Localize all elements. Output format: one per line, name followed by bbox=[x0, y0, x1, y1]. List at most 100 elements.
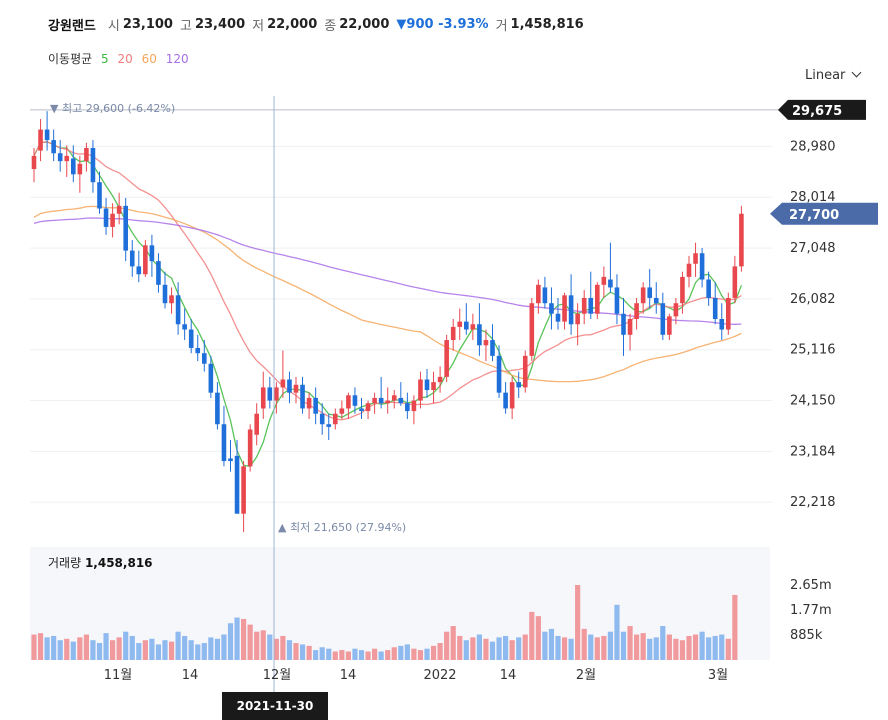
candle bbox=[254, 403, 259, 446]
candle bbox=[129, 240, 135, 277]
x-tick-label: 11월 bbox=[104, 668, 133, 683]
candle bbox=[84, 142, 89, 172]
candle bbox=[653, 282, 659, 314]
candle bbox=[555, 297, 561, 330]
candle-body bbox=[634, 303, 639, 319]
candle-body bbox=[621, 313, 626, 335]
candle bbox=[44, 111, 50, 151]
candle bbox=[110, 203, 115, 238]
volume-bar bbox=[470, 637, 476, 660]
candle-body bbox=[215, 392, 220, 425]
candle bbox=[215, 382, 220, 430]
volume-bar bbox=[568, 638, 574, 660]
candle bbox=[575, 303, 580, 346]
candle-body bbox=[129, 250, 135, 267]
candle bbox=[483, 329, 489, 362]
volume-bar bbox=[64, 638, 70, 660]
candle-body bbox=[162, 284, 168, 304]
volume-bar bbox=[588, 634, 594, 660]
volume-bar bbox=[247, 624, 253, 660]
candle bbox=[634, 297, 639, 330]
volume-bar bbox=[116, 637, 122, 660]
candle-body bbox=[274, 387, 279, 401]
volume-bar bbox=[391, 647, 397, 660]
volume-value: 1,458,816 bbox=[510, 16, 584, 32]
candle-body bbox=[398, 397, 404, 404]
candle bbox=[103, 197, 109, 235]
volume-bar bbox=[561, 637, 568, 660]
candle-body bbox=[195, 347, 201, 354]
y-tick-label: 24,150 bbox=[790, 394, 836, 409]
candle-body bbox=[339, 408, 345, 414]
y-tick-label: 28,014 bbox=[790, 190, 836, 205]
candle-body bbox=[712, 297, 718, 319]
volume-bar bbox=[555, 635, 561, 660]
candle bbox=[614, 274, 620, 325]
candle bbox=[267, 376, 273, 409]
candle-body bbox=[680, 276, 685, 304]
candle bbox=[195, 334, 201, 362]
candle bbox=[143, 240, 148, 277]
volume-bar bbox=[90, 640, 96, 660]
candle bbox=[116, 192, 122, 225]
volume-bar bbox=[208, 637, 214, 660]
candle bbox=[247, 424, 253, 472]
candle bbox=[588, 271, 594, 319]
volume-bar bbox=[306, 645, 312, 660]
candle-body bbox=[182, 324, 187, 330]
candle bbox=[162, 271, 168, 309]
candle-body bbox=[280, 379, 286, 388]
candle bbox=[306, 392, 312, 419]
volume-bar bbox=[326, 648, 332, 660]
candle bbox=[431, 371, 436, 404]
candle-body bbox=[267, 387, 273, 401]
candle bbox=[175, 282, 181, 335]
high-marker: ▼ 최고 29,600 (-6.42%) bbox=[50, 102, 175, 115]
volume-bar bbox=[313, 650, 319, 660]
candle-body bbox=[44, 129, 50, 141]
candle-body bbox=[470, 324, 476, 330]
volume-bar bbox=[319, 647, 325, 660]
volume-bar bbox=[260, 630, 266, 660]
candle-body bbox=[254, 413, 259, 435]
candle-body bbox=[110, 213, 115, 227]
volume-bar bbox=[175, 631, 181, 660]
volume-bar bbox=[457, 635, 463, 660]
volume-bar bbox=[299, 644, 306, 660]
volume-bar bbox=[712, 635, 718, 660]
candle-body bbox=[608, 279, 613, 288]
candle bbox=[136, 250, 142, 283]
candle bbox=[71, 145, 76, 183]
volume-bar bbox=[352, 648, 358, 660]
candle-body bbox=[549, 303, 554, 314]
candle-body bbox=[411, 400, 417, 412]
candle-body bbox=[490, 340, 495, 356]
candle-body bbox=[562, 295, 567, 322]
candle-body bbox=[405, 403, 410, 412]
candle bbox=[437, 366, 443, 393]
candle-body bbox=[509, 382, 515, 409]
candle bbox=[57, 140, 63, 172]
y-tick-label: 27,048 bbox=[790, 241, 836, 256]
volume-bar bbox=[607, 631, 613, 660]
candle bbox=[470, 313, 476, 341]
volume-bar bbox=[123, 631, 129, 660]
scale-selector-label: Linear bbox=[805, 68, 846, 83]
candle bbox=[516, 371, 521, 398]
candle-body bbox=[516, 382, 521, 388]
low-value: 22,000 bbox=[267, 16, 318, 32]
volume-bar bbox=[437, 643, 443, 660]
candle-body bbox=[365, 403, 371, 412]
x-tick-label: 2022 bbox=[423, 668, 456, 683]
volume-bar bbox=[83, 634, 89, 660]
candle-body bbox=[38, 129, 43, 151]
scale-selector[interactable]: Linear bbox=[805, 67, 862, 83]
volume-bar bbox=[273, 638, 279, 660]
candle-body bbox=[319, 413, 325, 425]
close-value: 22,000 bbox=[339, 16, 390, 32]
candle-body bbox=[378, 397, 384, 404]
volume-bar bbox=[575, 585, 581, 660]
candle bbox=[319, 403, 325, 435]
candle-body bbox=[103, 208, 109, 227]
